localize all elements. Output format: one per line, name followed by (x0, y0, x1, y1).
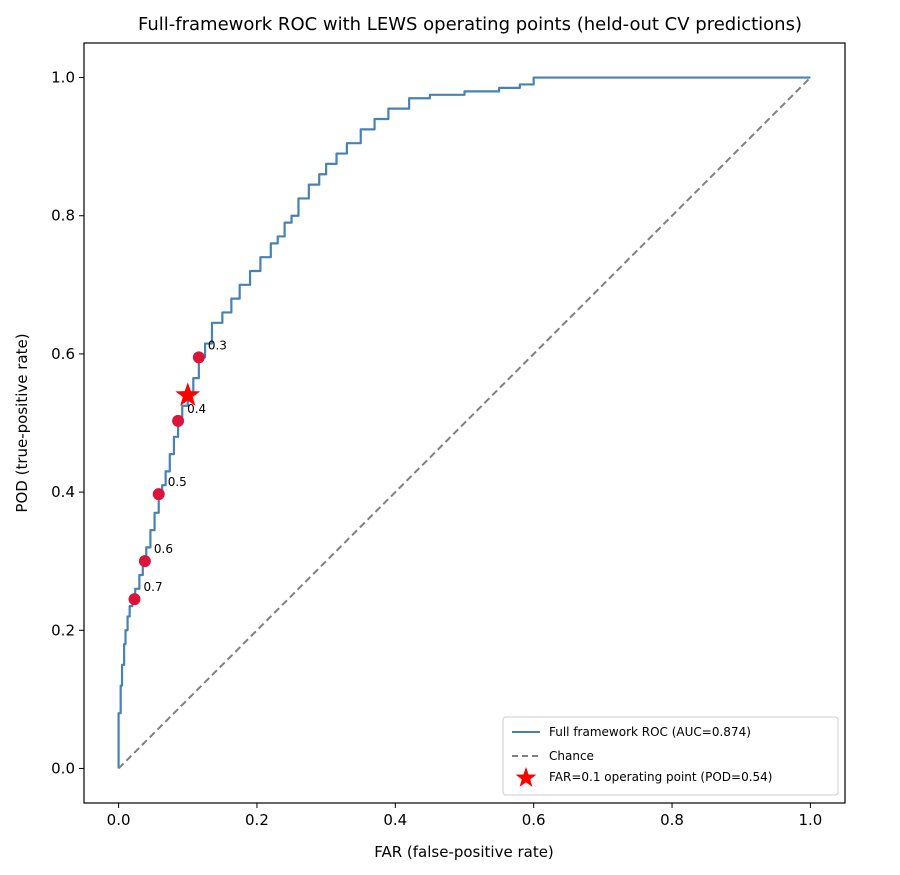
x-axis-title: FAR (false-positive rate) (374, 843, 554, 861)
y-tick-label: 0.8 (51, 207, 75, 225)
operating-point-marker (152, 488, 165, 501)
roc-curve-line (117, 76, 811, 769)
x-tick-label: 0.2 (245, 811, 269, 829)
chance-line (117, 76, 812, 770)
y-tick-label: 1.0 (51, 69, 75, 87)
y-tick-label: 0.6 (51, 345, 75, 363)
operating-point-label: 0.6 (154, 542, 173, 556)
y-tick-label: 0.4 (51, 483, 75, 501)
legend-star-icon (515, 767, 537, 787)
highlight-star-marker (175, 382, 201, 406)
y-axis: 0.0 0.2 0.4 0.6 0.8 1.0 (51, 69, 84, 777)
operating-point-label: 0.7 (144, 580, 163, 594)
x-axis: 0.0 0.2 0.4 0.6 0.8 1.0 (107, 803, 822, 829)
legend-chance-label: Chance (549, 749, 594, 763)
operating-point-marker (128, 593, 141, 606)
x-tick-label: 0.4 (383, 811, 407, 829)
operating-point-marker (192, 351, 205, 364)
operating-point-marker (172, 414, 185, 427)
y-tick-label: 0.0 (51, 759, 75, 777)
plot-frame (83, 42, 846, 804)
operating-point-label: 0.4 (187, 402, 206, 416)
y-axis-title: POD (true-positive rate) (13, 333, 31, 512)
operating-point-marker (138, 555, 151, 568)
x-tick-label: 0.8 (660, 811, 684, 829)
legend-roc-label: Full framework ROC (AUC=0.874) (549, 725, 751, 739)
legend-box (502, 716, 839, 796)
x-tick-label: 0.6 (522, 811, 546, 829)
plot-area: 0.3 0.4 0.5 0.6 0.7 (117, 76, 812, 770)
chart-title: Full-framework ROC with LEWS operating p… (138, 14, 802, 35)
x-tick-label: 0.0 (107, 811, 131, 829)
legend-star-label: FAR=0.1 operating point (POD=0.54) (549, 770, 772, 784)
x-tick-label: 1.0 (798, 811, 822, 829)
y-tick-label: 0.2 (51, 621, 75, 639)
operating-point-label: 0.3 (208, 338, 227, 352)
operating-point-label: 0.5 (168, 475, 187, 489)
legend: Full framework ROC (AUC=0.874) Chance FA… (502, 716, 839, 796)
